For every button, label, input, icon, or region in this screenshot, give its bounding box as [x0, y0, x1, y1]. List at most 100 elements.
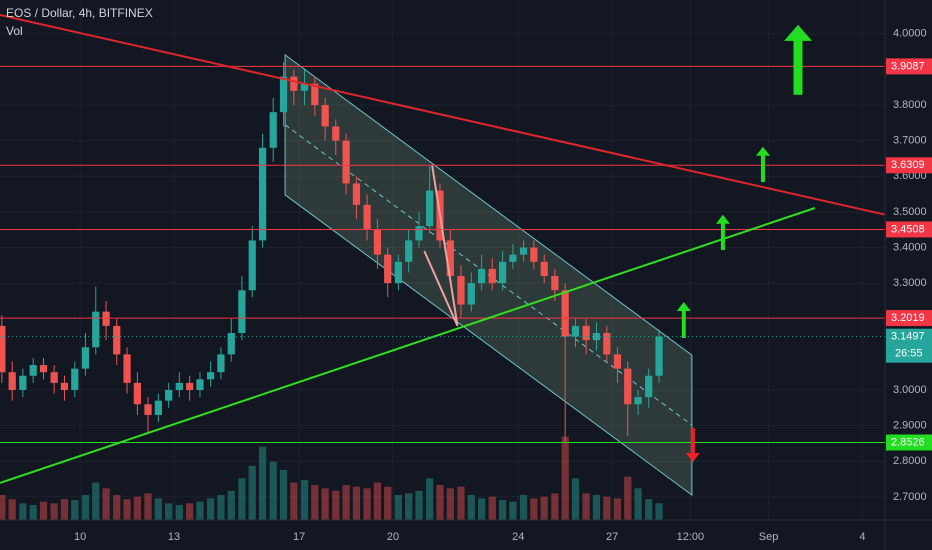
candle-body	[352, 183, 361, 205]
volume-bar	[269, 461, 277, 520]
candle-body	[50, 372, 58, 383]
x-tick-label: 13	[168, 531, 180, 543]
trend-line	[431, 165, 459, 327]
candle-body	[154, 400, 162, 415]
candle-body	[206, 372, 215, 380]
volume-bar	[498, 500, 507, 520]
x-tick-label: 24	[512, 531, 524, 543]
level-label: 3.6309	[891, 159, 925, 171]
volume-bar	[363, 488, 371, 520]
y-tick-label: 3.8000	[893, 99, 927, 111]
volume-bar	[655, 503, 663, 520]
y-tick-label: 2.7000	[893, 491, 927, 503]
level-label: 3.2019	[891, 312, 925, 324]
x-tick-label: 12:00	[677, 531, 705, 543]
trend-line	[0, 207, 816, 484]
trend-line	[423, 250, 459, 327]
candle-body	[384, 254, 392, 284]
candle-body	[39, 365, 48, 373]
candle-body	[321, 105, 329, 127]
volume-bar	[571, 478, 580, 520]
x-tick-label: 27	[606, 531, 618, 543]
volume-bar	[154, 498, 162, 520]
volume-bar	[60, 499, 69, 520]
candle-body	[551, 276, 559, 291]
channel-median	[284, 124, 693, 426]
volume-bar	[217, 495, 225, 520]
candle-body	[645, 375, 653, 398]
volume-bar	[436, 485, 444, 520]
volume-bar	[405, 493, 413, 520]
axes: 4.00003.80003.70003.60003.50003.40003.30…	[74, 28, 932, 543]
volume-bar	[488, 496, 496, 520]
volume-bar	[592, 495, 601, 520]
candle-body	[426, 190, 434, 227]
candle-body	[81, 347, 90, 369]
level-label-bg	[886, 221, 932, 238]
candle-body	[446, 240, 454, 277]
volume-bar	[113, 495, 121, 520]
candle-body	[488, 268, 496, 284]
y-tick-label: 3.0000	[893, 384, 927, 396]
candle-body	[92, 311, 100, 348]
x-tick-label: 20	[387, 531, 399, 543]
volume-bar	[19, 503, 27, 520]
plot-area	[0, 13, 885, 520]
volume-bar	[92, 482, 100, 520]
volume-bar	[384, 486, 392, 520]
candle-body	[509, 254, 517, 262]
volume-bar	[530, 498, 538, 520]
candle-body	[60, 382, 69, 390]
y-tick-label: 4.0000	[893, 28, 927, 40]
volume-bar	[175, 505, 183, 520]
volume-bar	[426, 478, 434, 520]
candle-body	[634, 397, 642, 405]
candle-body	[457, 276, 465, 305]
x-tick-label: 10	[74, 531, 86, 543]
volume-bar	[634, 488, 642, 520]
candle-body	[613, 354, 622, 369]
volume-bar	[446, 488, 454, 520]
candle-body	[300, 83, 309, 91]
volume-bar	[509, 501, 517, 520]
volume-bar	[332, 490, 340, 520]
chart-title: EOS / Dollar, 4h, BITFINEX	[6, 6, 153, 20]
candle-body	[113, 325, 121, 355]
volume-bar	[321, 488, 329, 520]
volume-bar	[8, 499, 16, 520]
candle-body	[123, 354, 131, 383]
volume-bar	[551, 493, 559, 520]
volume-bar	[478, 498, 486, 520]
volume-bar	[144, 493, 152, 520]
volume-bar	[227, 490, 235, 520]
y-tick-label: 2.9000	[893, 420, 927, 432]
candle-body	[478, 268, 486, 284]
level-label-bg	[886, 157, 932, 174]
volume-bar	[50, 503, 58, 520]
volume-bar	[290, 482, 298, 520]
volume-bar	[186, 503, 194, 520]
volume-bar	[71, 500, 79, 520]
candle-body	[196, 379, 204, 390]
volume-bar	[342, 485, 350, 520]
volume-bar	[39, 501, 48, 520]
volume-bar	[603, 496, 611, 520]
arrow-head	[685, 452, 700, 462]
candle-body	[258, 147, 267, 241]
candle-body	[19, 375, 27, 390]
candle-body	[540, 261, 548, 277]
y-tick-label: 2.8000	[893, 455, 927, 467]
x-tick-label: 4	[859, 531, 865, 543]
volume-bar	[165, 503, 173, 520]
volume-bar	[206, 498, 215, 520]
volume-bar	[279, 470, 288, 520]
volume-bar	[300, 480, 309, 520]
candle-body	[290, 76, 298, 91]
candle-body	[186, 382, 194, 390]
level-label-bg	[886, 58, 932, 75]
arrow-head	[784, 24, 813, 41]
candle-body	[217, 354, 225, 373]
last-price-label: 3.1497	[891, 331, 925, 343]
